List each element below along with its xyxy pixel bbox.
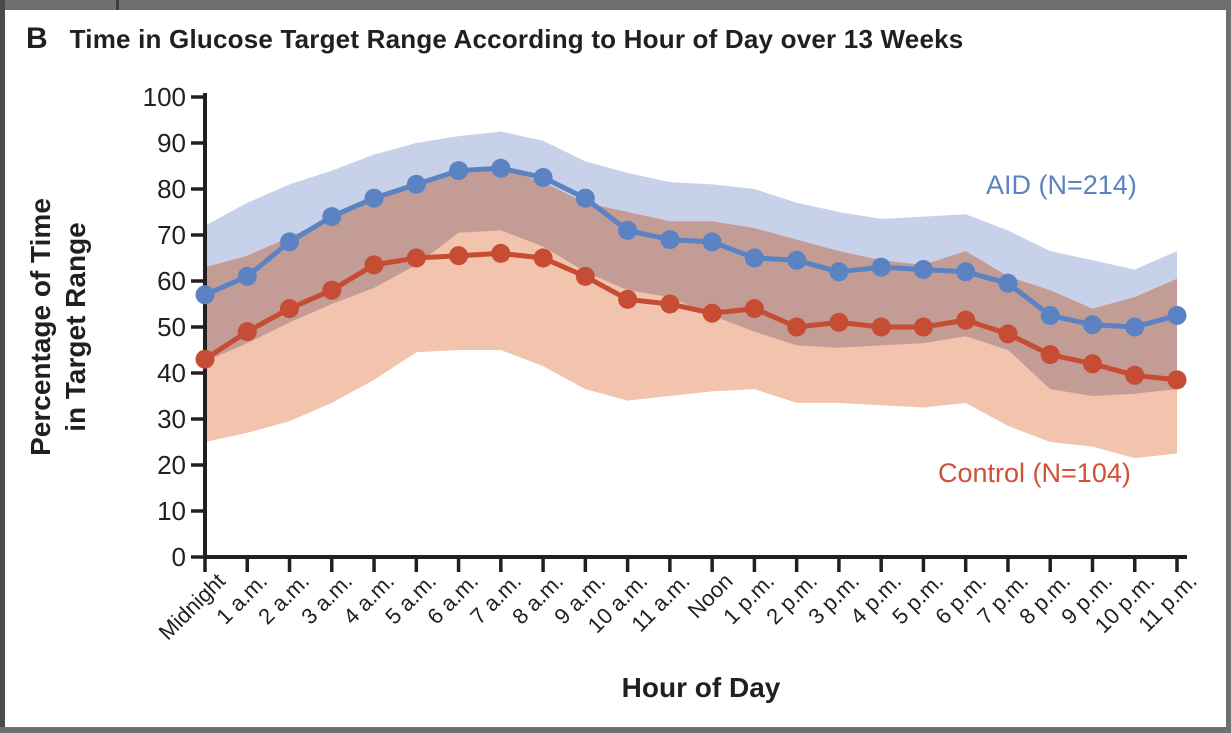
- aid-data-point: [491, 158, 511, 178]
- control-data-point: [533, 248, 553, 268]
- aid-data-point: [1125, 317, 1145, 337]
- aid-data-point: [956, 262, 976, 282]
- control-data-point: [406, 248, 426, 268]
- aid-data-point: [871, 257, 891, 277]
- y-tick-label: 80: [157, 174, 186, 204]
- aid-data-point: [195, 285, 215, 305]
- control-data-point: [998, 324, 1018, 344]
- y-tick-label: 100: [142, 82, 186, 112]
- top-bar-divider: [116, 0, 119, 10]
- aid-data-point: [618, 220, 638, 240]
- aid-data-point: [829, 262, 849, 282]
- control-data-point: [618, 289, 638, 309]
- control-data-point: [913, 317, 933, 337]
- aid-data-point: [787, 250, 807, 270]
- aid-data-point: [322, 207, 342, 227]
- aid-data-point: [1167, 306, 1187, 325]
- control-data-point: [956, 310, 976, 330]
- control-data-point: [660, 294, 680, 314]
- y-tick-label: 90: [157, 128, 186, 158]
- aid-data-point: [660, 230, 680, 250]
- y-axis-label-line2: in Target Range: [60, 222, 91, 432]
- aid-data-point: [449, 161, 469, 181]
- control-data-point: [1167, 370, 1187, 390]
- legend-aid-label: AID (N=214): [986, 170, 1137, 200]
- aid-data-point: [406, 174, 426, 194]
- bottom-border-bar: [0, 727, 1231, 733]
- left-border: [0, 0, 5, 733]
- aid-data-point: [702, 232, 722, 252]
- panel-title: Time in Glucose Target Range According t…: [69, 24, 964, 54]
- control-data-point: [702, 303, 722, 323]
- aid-data-point: [744, 248, 764, 268]
- y-tick-label: 10: [157, 496, 186, 526]
- y-tick-label: 30: [157, 404, 186, 434]
- aid-data-point: [237, 266, 257, 286]
- control-data-point: [364, 255, 384, 275]
- control-data-point: [195, 349, 215, 369]
- x-axis-label: Hour of Day: [621, 672, 781, 703]
- y-axis-label: Percentage of Time in Target Range: [23, 198, 93, 456]
- panel-title-row: B Time in Glucose Target Range According…: [26, 22, 963, 56]
- y-tick-label: 40: [157, 358, 186, 388]
- y-tick-label: 0: [171, 542, 186, 572]
- control-data-point: [829, 312, 849, 332]
- aid-data-point: [575, 188, 595, 208]
- control-data-point: [322, 280, 342, 300]
- y-axis-label-line1: Percentage of Time: [25, 198, 56, 456]
- aid-data-point: [364, 188, 384, 208]
- aid-data-point: [1083, 315, 1102, 335]
- control-data-point: [744, 299, 764, 319]
- control-data-point: [1083, 354, 1102, 374]
- control-data-point: [280, 299, 299, 319]
- y-tick-label: 60: [157, 266, 186, 296]
- control-data-point: [871, 317, 891, 337]
- top-border-bar: [0, 0, 1231, 10]
- aid-data-point: [1040, 306, 1060, 325]
- control-data-point: [491, 243, 511, 263]
- right-border: [1226, 0, 1231, 733]
- control-data-point: [449, 246, 469, 266]
- y-tick-label: 70: [157, 220, 186, 250]
- aid-data-point: [913, 260, 933, 279]
- aid-data-point: [533, 168, 553, 187]
- legend-control-label: Control (N=104): [938, 458, 1131, 488]
- control-data-point: [1125, 365, 1145, 385]
- control-data-point: [575, 266, 595, 286]
- band-overlap: [205, 168, 1177, 396]
- control-data-point: [237, 322, 257, 342]
- aid-data-point: [280, 232, 299, 252]
- aid-data-point: [998, 273, 1018, 293]
- control-data-point: [1040, 345, 1060, 365]
- y-tick-label: 20: [157, 450, 186, 480]
- panel-letter: B: [26, 22, 48, 55]
- y-tick-label: 50: [157, 312, 186, 342]
- control-data-point: [787, 317, 807, 337]
